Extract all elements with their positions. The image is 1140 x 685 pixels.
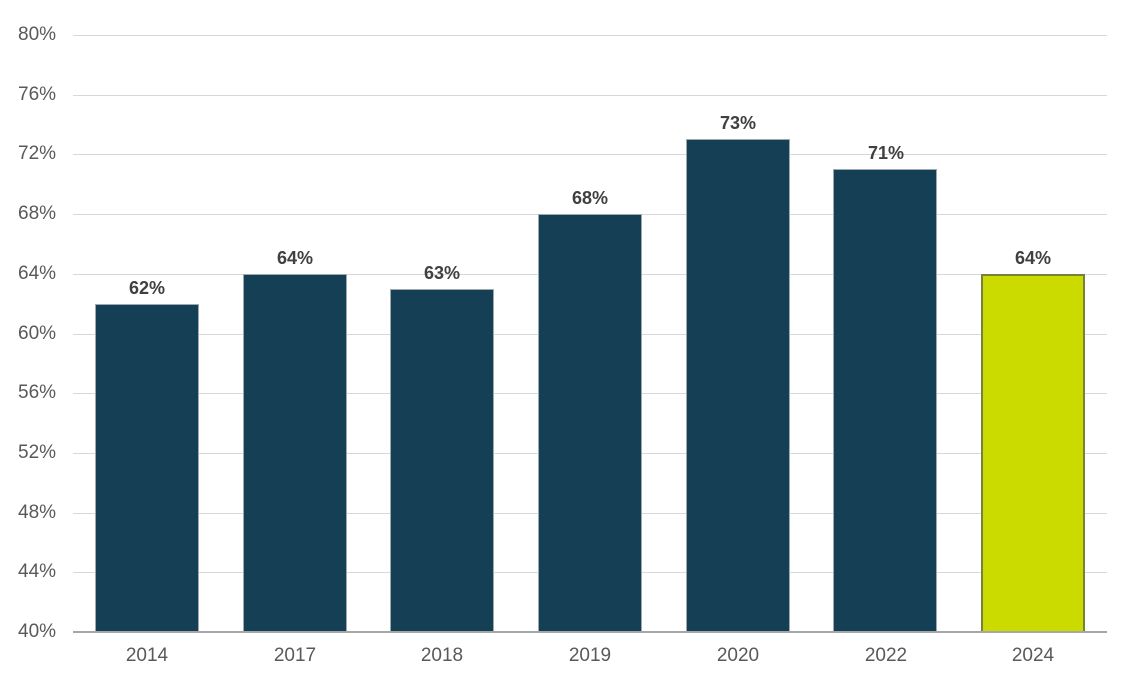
x-axis-line [73,631,1107,633]
y-tick-label-52%: 52% [18,442,57,463]
bar-2019 [538,214,642,632]
bar-value-label-2024: 64% [1014,248,1052,268]
bar-value-label-2014: 62% [128,278,166,298]
plot-area: 62% 64% 63% 68% 73% 71% 64% [73,35,1107,633]
y-tick-label-48%: 48% [18,502,57,523]
gridline-80% [73,35,1107,36]
y-tick-label-44%: 44% [18,561,57,582]
x-tick-label-2022: 2022 [864,645,908,666]
bar-2018 [390,289,494,632]
bar-value-label-2018: 63% [423,263,461,283]
y-tick-label-68%: 68% [18,203,57,224]
gridline-72% [73,154,1107,155]
bar-2020 [686,139,790,632]
y-tick-label-76%: 76% [18,84,57,105]
x-tick-label-2018: 2018 [420,645,464,666]
bar-value-label-2019: 68% [571,188,609,208]
bar-value-label-2020: 73% [719,113,757,133]
gridline-76% [73,95,1107,96]
bar-2014 [95,304,199,632]
y-tick-label-80%: 80% [18,24,57,45]
y-tick-label-60%: 60% [18,323,57,344]
bar-2024 [981,274,1085,632]
x-tick-label-2024: 2024 [1011,645,1055,666]
bar-2017 [243,274,347,632]
x-tick-label-2017: 2017 [273,645,317,666]
y-tick-label-64%: 64% [18,263,57,284]
x-tick-label-2019: 2019 [568,645,612,666]
bar-value-label-2022: 71% [867,143,905,163]
x-tick-label-2014: 2014 [125,645,169,666]
bar-2022 [833,169,937,632]
y-tick-label-72%: 72% [18,143,57,164]
y-tick-label-40%: 40% [18,621,57,642]
x-tick-label-2020: 2020 [716,645,760,666]
bar-value-label-2017: 64% [276,248,314,268]
y-tick-label-56%: 56% [18,382,57,403]
